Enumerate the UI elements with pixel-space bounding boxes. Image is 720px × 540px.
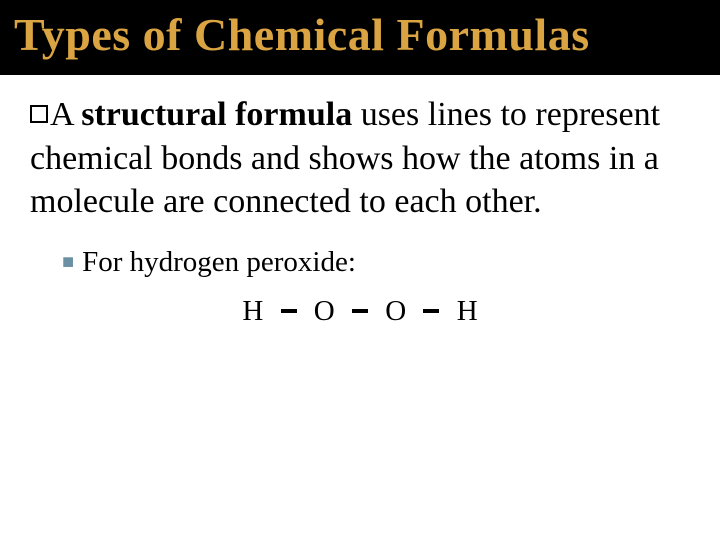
square-bullet-icon	[30, 105, 48, 123]
bond-icon	[423, 309, 439, 313]
atom-h1: H	[236, 295, 269, 328]
bond-icon	[352, 309, 368, 313]
atom-o2: O	[379, 295, 412, 328]
title-bar: Types of Chemical Formulas	[0, 0, 720, 75]
atom-o1: O	[308, 295, 341, 328]
content-area: A structural formula uses lines to repre…	[0, 75, 720, 328]
bond-icon	[281, 309, 297, 313]
structural-formula: H O O H	[24, 295, 696, 328]
main-bold-term: structural formula	[81, 96, 352, 133]
sub-bullet-marker-icon: ■	[62, 252, 74, 272]
atom-h2: H	[451, 295, 484, 328]
sub-bullet: ■ For hydrogen peroxide:	[62, 246, 696, 279]
main-bullet: A structural formula uses lines to repre…	[30, 93, 696, 224]
sub-bullet-text: For hydrogen peroxide:	[82, 246, 356, 279]
main-lead: A	[50, 96, 81, 133]
slide-title: Types of Chemical Formulas	[14, 8, 706, 61]
